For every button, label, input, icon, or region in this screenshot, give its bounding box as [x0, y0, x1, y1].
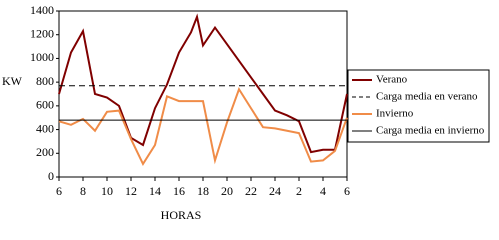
y-tick-label: 600: [36, 98, 54, 112]
x-tick-label: 10: [101, 184, 113, 198]
series-line: [58, 86, 348, 167]
y-axis-label: KW: [2, 74, 23, 88]
y-tick-label: 400: [36, 121, 54, 135]
x-tick-label: 24: [269, 184, 281, 198]
chart: KW HORAS 0 200 400 600 800 1000 1200 1400 6 8 10 12…: [2, 3, 490, 222]
plot-frame: [58, 10, 348, 178]
x-tick-label: 16: [173, 184, 185, 198]
y-tick-label: 200: [36, 145, 54, 159]
x-axis-label: HORAS: [161, 208, 202, 222]
x-tick-label: 14: [149, 184, 161, 198]
x-tick-label: 6: [344, 184, 350, 198]
legend-label: Invierno: [376, 108, 414, 120]
y-tick-label: 800: [36, 74, 54, 88]
x-tick-label: 6: [56, 184, 62, 198]
x-tick-label: 8: [80, 184, 86, 198]
y-tick-label: 1400: [30, 3, 54, 17]
y-tick-label: 0: [48, 169, 54, 183]
legend-label: Verano: [376, 74, 408, 86]
legend-box: [347, 69, 490, 143]
x-tick-label: 18: [197, 184, 209, 198]
y-tick-label: 1200: [30, 26, 54, 40]
legend-label: Carga media en invierno: [376, 125, 485, 137]
x-tick-label: 2: [296, 184, 302, 198]
legend: Verano Carga media en verano Invierno Carga…: [352, 74, 485, 137]
x-tick-label: 4: [320, 184, 326, 198]
x-tick-label: 20: [221, 184, 233, 198]
x-tick-label: 22: [245, 184, 257, 198]
series-line: [58, 13, 348, 154]
legend-label: Carga media en verano: [376, 91, 478, 103]
x-tick-label: 12: [125, 184, 137, 198]
y-tick-label: 1000: [30, 50, 54, 64]
